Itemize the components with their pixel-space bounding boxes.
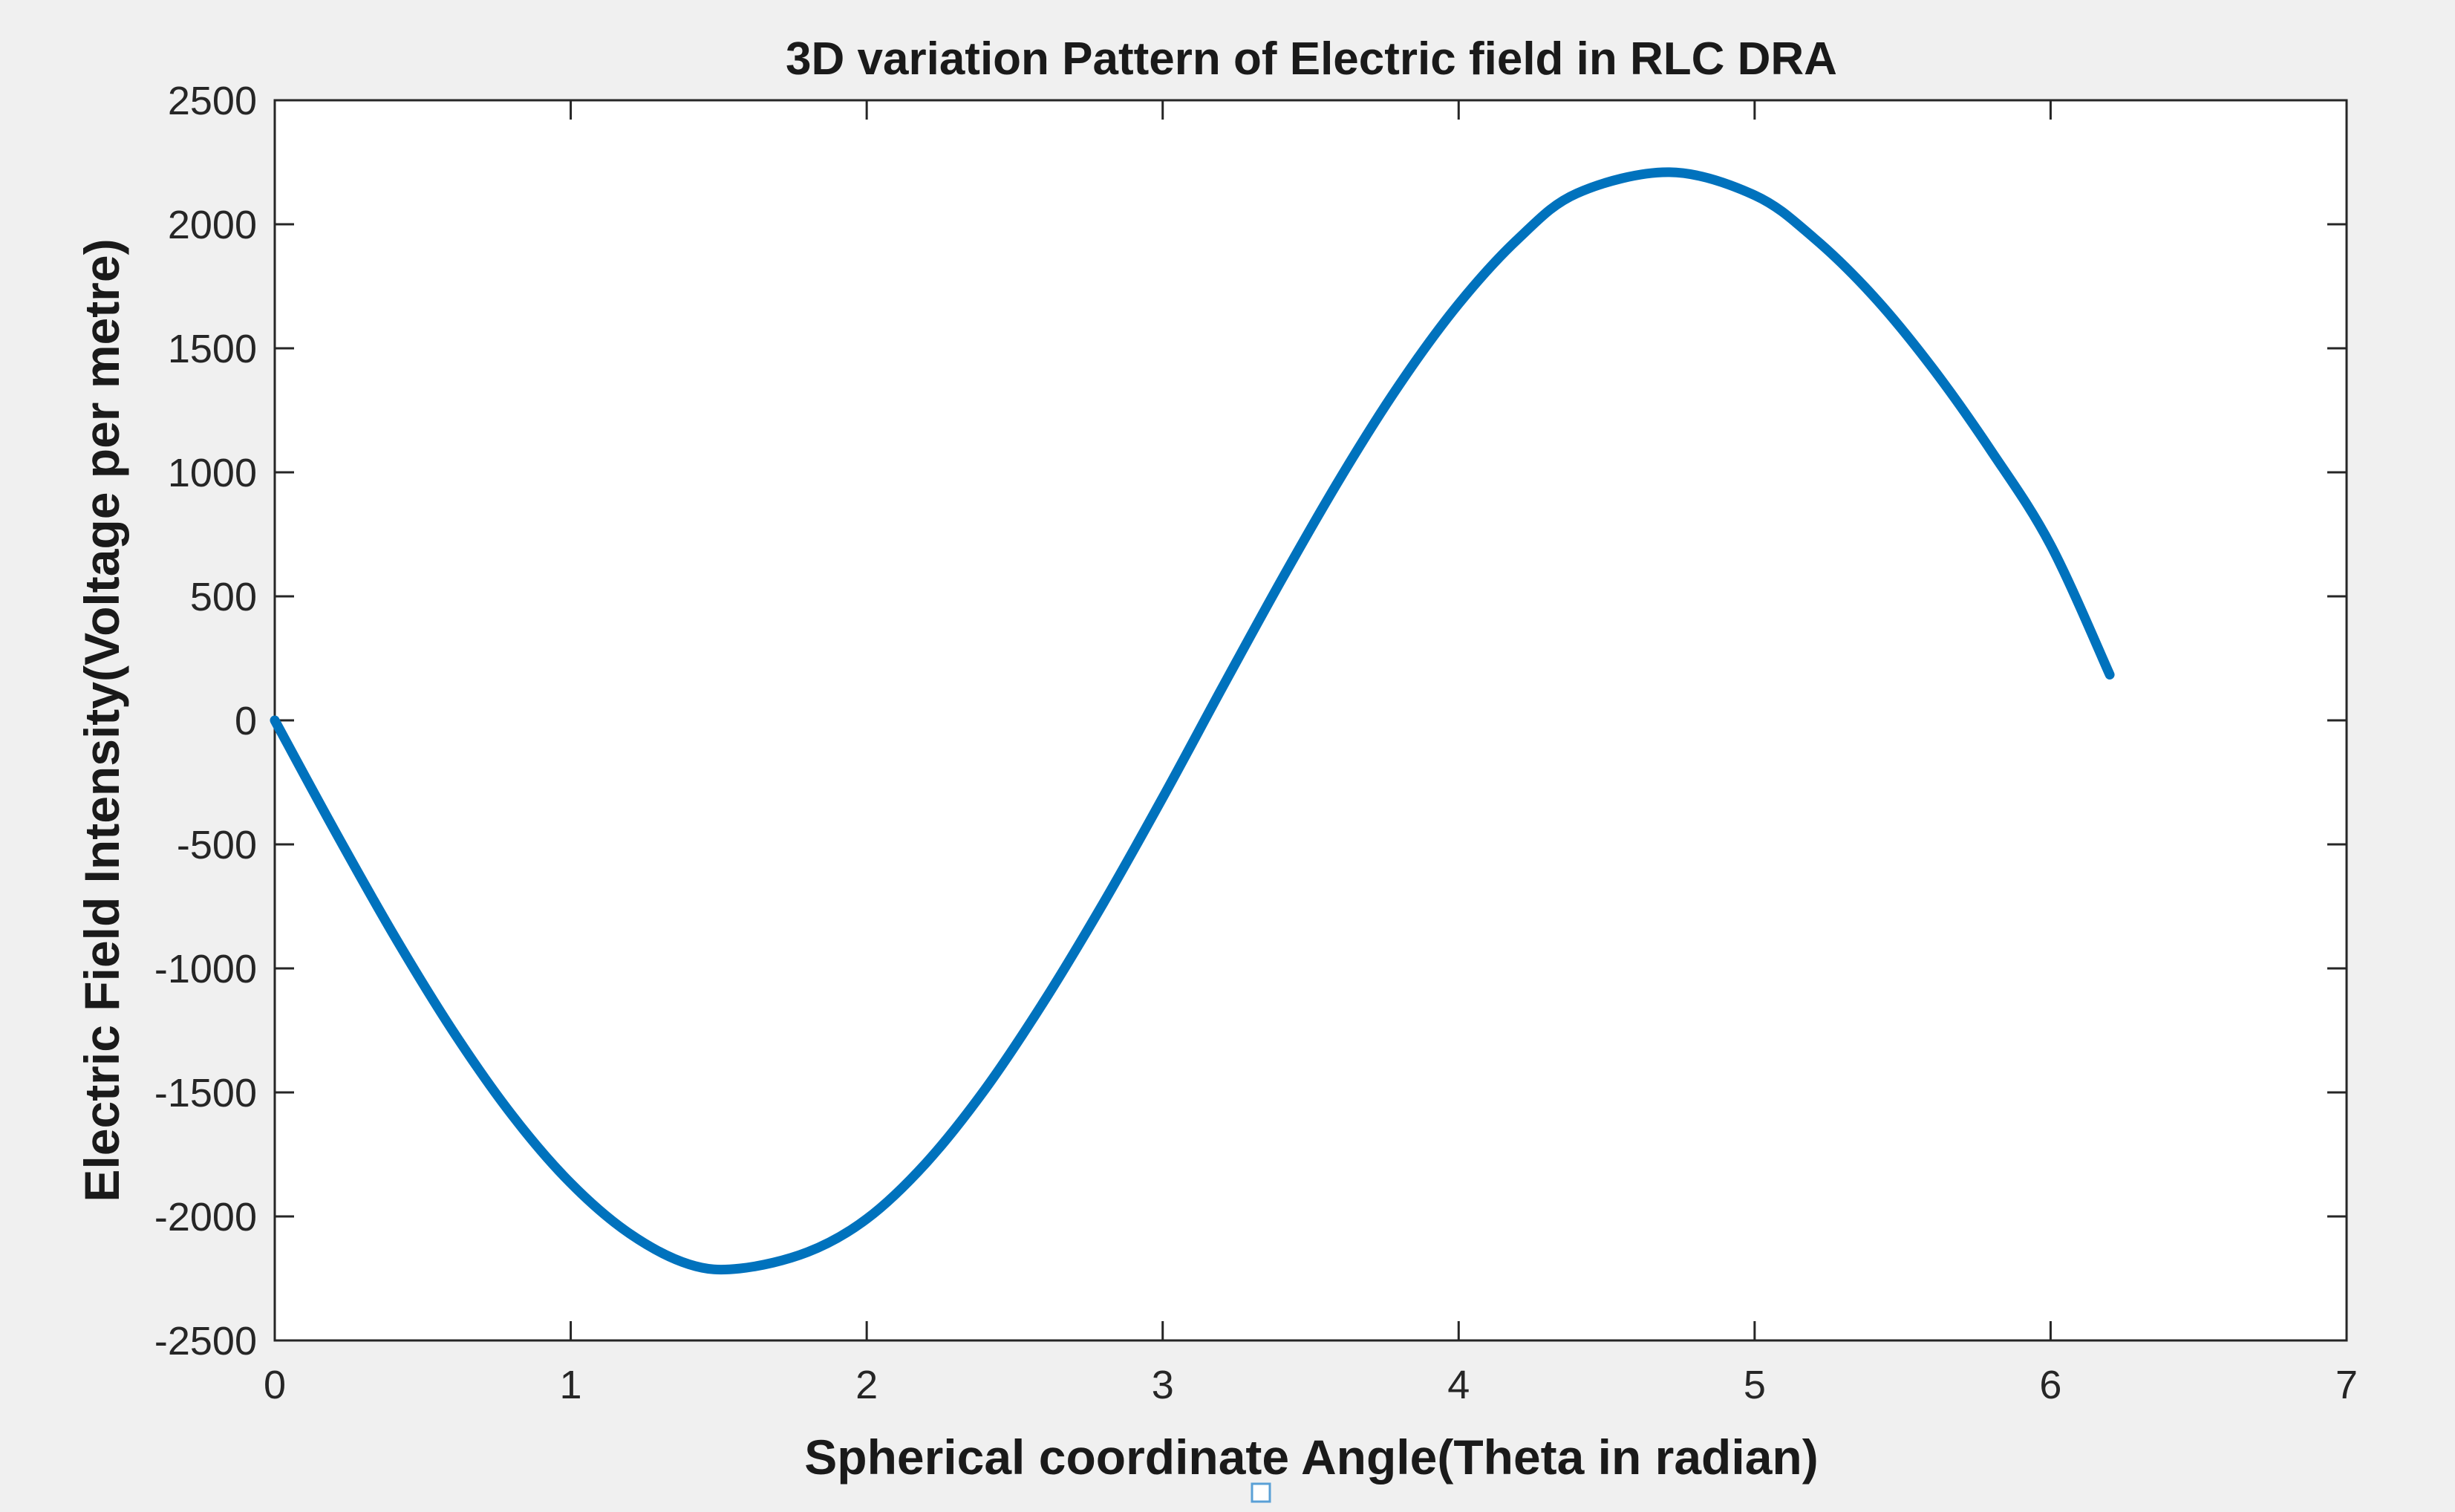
- y-tick-label: 2000: [168, 203, 257, 247]
- y-tick-label: 0: [235, 699, 257, 743]
- x-axis-label: Spherical coordinate Angle(Theta in radi…: [804, 1430, 1818, 1485]
- x-tick-label: 2: [855, 1363, 878, 1407]
- y-tick-label: 500: [190, 575, 257, 619]
- x-tick-label: 1: [560, 1363, 582, 1407]
- y-tick-label: -1000: [154, 947, 257, 991]
- y-axis-label: Electric Field Intensity(Voltage per met…: [74, 238, 129, 1202]
- datatip-marker[interactable]: [1251, 1482, 1271, 1503]
- x-tick-label: 6: [2039, 1363, 2061, 1407]
- y-tick-label: -1500: [154, 1071, 257, 1115]
- y-tick-label: -2500: [154, 1319, 257, 1363]
- x-tick-label: 3: [1152, 1363, 1174, 1407]
- series-line: [270, 167, 2115, 1275]
- chart-title: 3D variation Pattern of Electric field i…: [786, 33, 1837, 85]
- y-tick-label: 2500: [168, 79, 257, 123]
- x-tick-label: 7: [2335, 1363, 2358, 1407]
- x-tick-label: 0: [264, 1363, 286, 1407]
- x-tick-label: 5: [1744, 1363, 1766, 1407]
- tick-marks: [273, 99, 2348, 1342]
- y-tick-label: 1000: [168, 451, 257, 495]
- y-tick-label: -2000: [154, 1195, 257, 1239]
- x-tick-labels: 0 1 2 3 4 5 6 7: [264, 1363, 2358, 1407]
- y-tick-label: 1500: [168, 327, 257, 371]
- plot-area: [273, 99, 2348, 1342]
- y-tick-label: -500: [177, 823, 257, 867]
- x-tick-label: 4: [1447, 1363, 1470, 1407]
- y-tick-labels: -2500 -2000 -1500 -1000 -500 0 500 1000 1500 2000…: [154, 79, 257, 1363]
